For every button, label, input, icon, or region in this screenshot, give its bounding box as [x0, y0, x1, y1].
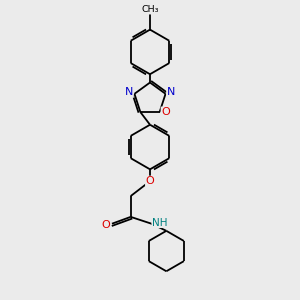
Text: N: N — [125, 87, 133, 97]
Text: CH₃: CH₃ — [141, 5, 159, 14]
Text: NH: NH — [152, 218, 168, 227]
Text: N: N — [167, 87, 175, 97]
Text: O: O — [161, 107, 170, 117]
Text: O: O — [102, 220, 110, 230]
Text: O: O — [146, 176, 154, 186]
